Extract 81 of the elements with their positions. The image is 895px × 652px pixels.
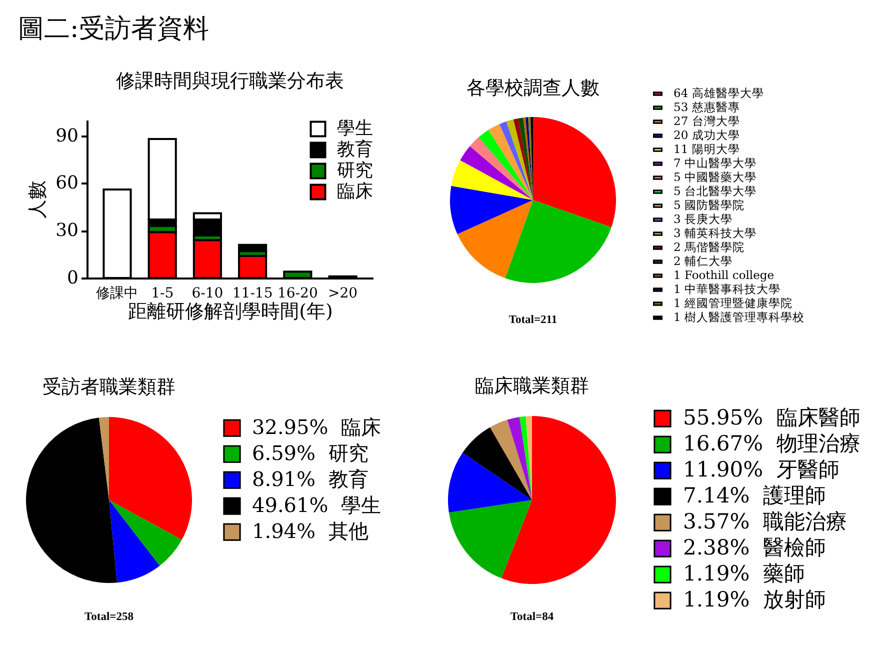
pie-slice [448,452,532,512]
legend-label: 研究 [337,160,373,181]
legend-label: 32.95% 臨床 [252,415,381,439]
legend-label: 6.59% 研究 [252,441,368,465]
x-tick-label: 1-5 [151,286,174,302]
x-axis-title: 距離研修解剖學時間(年) [128,300,333,322]
pie-slice [526,117,533,200]
legend-label: 1.19% 放射師 [683,588,826,612]
legend-label: 55.95% 臨床醫師 [683,406,860,430]
x-tick-label: 16-20 [277,286,318,302]
legend-label: 1 Foothill college [674,268,774,282]
pie-slice [513,118,533,200]
y-tick-label: 30 [56,220,78,242]
pie-slice [460,146,533,200]
legend-label: 3 長庚大學 [674,212,732,226]
legend-label: 11 陽明大學 [674,142,740,156]
x-tick-label: 修課中 [96,286,138,302]
legend-label: 7.14% 護理師 [683,484,826,508]
pie-slice [448,500,532,578]
legend-label: 8.91% 教育 [252,467,368,491]
pie-slice [507,416,532,500]
legend-label: 1 經國管理暨健康學院 [674,296,792,310]
y-axis-title: 人數 [26,180,49,218]
pie-slice [109,500,160,583]
legend-label: 學生 [337,118,373,139]
pie-slice [457,200,533,278]
legend-label: 7 中山醫學大學 [674,156,756,170]
pie-slice [109,500,182,566]
y-tick-label: 60 [56,172,78,194]
legend-label: 11.90% 牙醫師 [683,458,840,482]
text: Total=211 [508,314,558,326]
legend-label: 1 中華醫事科技大學 [674,282,780,296]
chart-title: 受訪者職業類群 [42,376,176,398]
pie-slice [109,417,192,540]
text: Total=84 [510,611,554,623]
legend-label: 20 成功大學 [674,128,740,142]
pie-slice [499,121,533,200]
legend-label: 53 慈惠醫專 [674,100,740,114]
pie-slice [518,118,533,200]
legend-label: 49.61% 學生 [252,493,381,517]
pie-slice [462,427,532,500]
pie-slice [488,124,533,200]
legend-label: 64 高雄醫學大學 [674,86,764,100]
y-tick-label: 0 [67,268,78,288]
legend-label: 1.19% 藥師 [683,562,806,586]
legend-label: 5 台北醫學大學 [674,184,756,198]
pie-slice [505,200,612,283]
chart-title: 各學校調查人數 [466,77,600,99]
legend-label: 3.57% 職能治療 [683,510,848,534]
text: 圖二:受訪者資料 [18,14,209,46]
x-tick-label: 6-10 [192,286,224,302]
pie-slice [451,160,533,200]
pie-slice [26,418,118,583]
legend-label: 16.67% 物理治療 [683,432,860,456]
pie-slice [450,186,533,234]
pie-slice [490,420,532,500]
legend-label: 2 馬偕醫學院 [674,240,744,254]
pie-slice [519,416,532,500]
legend-label: 27 台灣大學 [674,114,740,128]
legend-label: 2.38% 醫檢師 [683,536,826,560]
legend-label: 教育 [337,139,373,160]
x-tick-label: >20 [328,286,358,302]
pie-slice [506,119,533,200]
legend-label: 5 中國醫藥大學 [674,170,756,184]
text: Total=258 [84,611,134,623]
legend-label: 1.94% 其他 [252,519,368,543]
legend-label: 2 輔仁大學 [674,254,732,268]
pie-slice [98,417,109,500]
pie-slice [501,416,616,584]
legend-label: 5 國防醫學院 [674,198,744,212]
chart-title: 臨床職業類群 [475,375,589,397]
pie-slice [470,137,533,200]
legend-label: 3 輔英科技大學 [674,226,756,240]
y-tick-label: 90 [56,125,78,146]
legend-label: 1 樹人醫護管理專科學校 [674,310,804,324]
x-tick-label: 11-15 [232,286,273,302]
pie-slice [533,117,616,228]
legend-label: 臨床 [337,181,373,202]
chart-title: 修課時間與現行職業分布表 [116,70,344,92]
pie-slice [523,117,533,200]
pie-slice [478,130,533,200]
